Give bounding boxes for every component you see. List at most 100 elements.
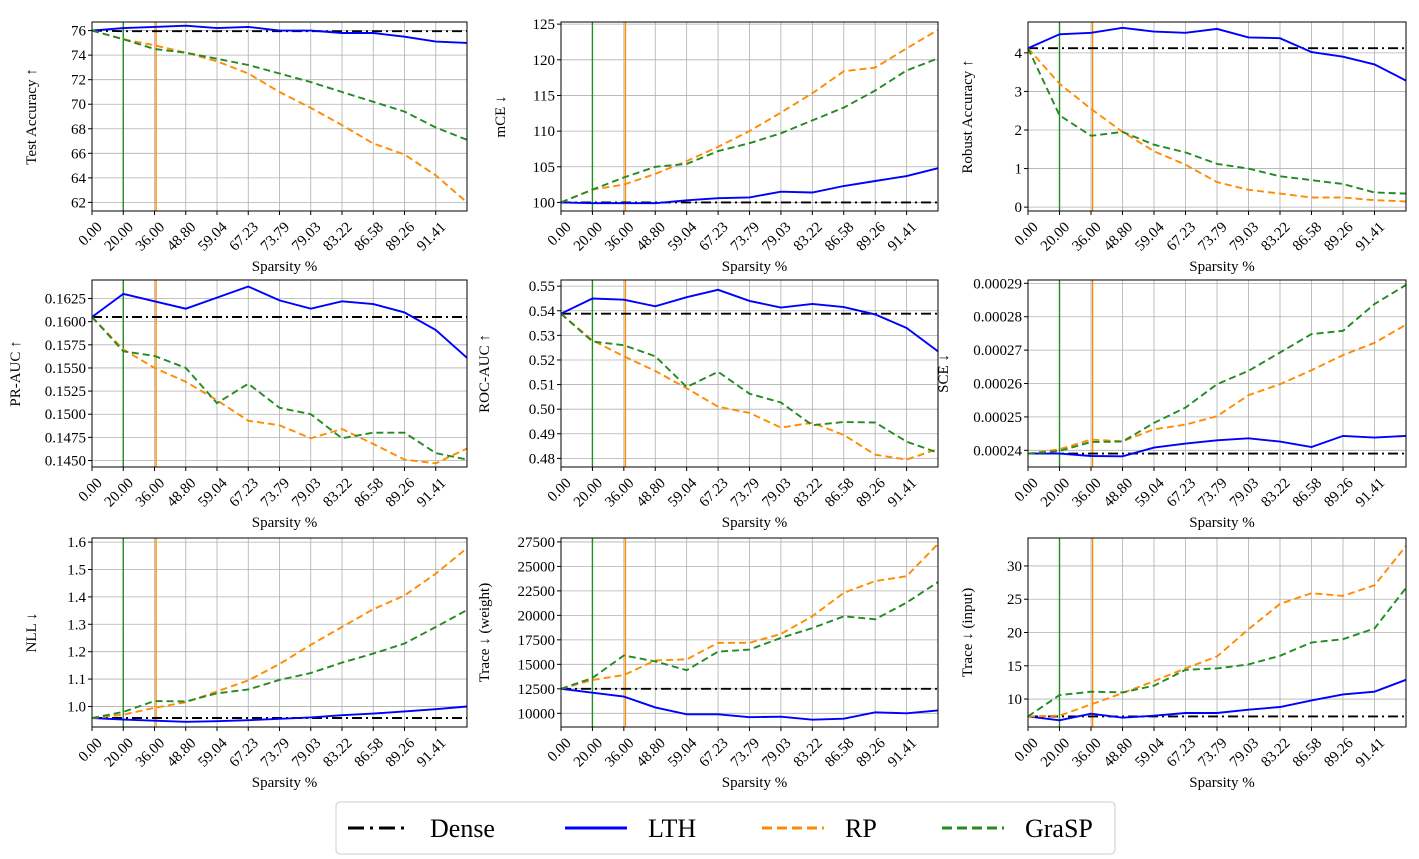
x-tick-label: 48.80	[164, 475, 199, 510]
series-grasp	[1027, 284, 1407, 455]
x-tick-label: 73.79	[258, 475, 293, 510]
y-tick-label: 0.00027	[973, 343, 1022, 359]
y-tick-label: 15000	[518, 657, 556, 673]
x-tick-label: 20.00	[102, 735, 137, 770]
y-tick-label: 0.55	[529, 279, 555, 295]
series-lth	[560, 288, 939, 353]
chart-panel-6: 1.0 1.1 1.2 1.3 1.4 1.5 1.6 0.0020.0036.0048.80…	[24, 535, 468, 791]
axes-frame	[560, 537, 939, 728]
y-tick-label: 10	[1007, 692, 1022, 708]
y-tick-label: 0.00026	[973, 377, 1022, 393]
x-tick-label: 89.26	[854, 475, 890, 511]
x-tick-label: 91.41	[1353, 475, 1388, 510]
x-tick-label: 91.41	[885, 219, 920, 254]
x-tick-label: 83.22	[320, 735, 355, 770]
y-tick-label: 125	[533, 17, 556, 33]
x-tick-label: 89.26	[1321, 475, 1357, 511]
x-tick-label: 83.22	[1258, 475, 1293, 510]
y-tick-label: 0.50	[529, 402, 555, 418]
chart-panel-0: 62 64 66 68 70 72 74 76 0.0020.0036.0048.8059.04…	[24, 21, 468, 275]
y-tick-label: 0.53	[529, 328, 555, 344]
x-tick-label: 79.03	[289, 475, 324, 510]
x-tick-label: 36.00	[133, 735, 168, 770]
y-axis-label: NLL ↓	[24, 613, 40, 653]
y-tick-label: 0.48	[529, 451, 555, 467]
x-tick-label: 89.26	[1321, 735, 1357, 771]
y-tick-label: 0.1475	[45, 430, 86, 446]
x-tick-label: 79.03	[1227, 735, 1262, 770]
x-tick-label: 86.58	[352, 219, 387, 254]
series-grasp	[91, 609, 468, 719]
y-axis-label: ROC-AUC ↑	[477, 334, 493, 413]
legend-label-lth: LTH	[648, 814, 696, 843]
y-tick-label: 20000	[518, 608, 556, 624]
y-tick-label: 76	[71, 24, 87, 40]
y-tick-label: 66	[71, 146, 87, 162]
y-tick-label: 72	[71, 73, 86, 89]
y-tick-label: 4	[1015, 46, 1023, 62]
chart-panel-1: 100 105 110 115 120 125 0.0020.0036.0048.8059.…	[493, 17, 939, 275]
series-grasp	[91, 316, 468, 461]
y-tick-label: 3	[1015, 84, 1023, 100]
x-tick-label: 20.00	[1038, 219, 1073, 254]
y-tick-label: 1.1	[67, 672, 86, 688]
x-tick-label: 48.80	[164, 219, 199, 254]
series-grasp	[560, 581, 939, 690]
legend-label-grasp: GraSP	[1025, 814, 1093, 843]
series-lth	[560, 687, 939, 721]
x-tick-label: 20.00	[1038, 735, 1073, 770]
y-tick-label: 0.1575	[45, 338, 86, 354]
legend-label-rp: RP	[845, 814, 877, 843]
y-axis-label: mCE ↓	[493, 95, 509, 137]
legend-label-dense: Dense	[430, 814, 495, 843]
y-tick-label: 0.52	[529, 353, 555, 369]
x-tick-label: 89.26	[383, 219, 419, 255]
y-tick-label: 0.1550	[45, 361, 86, 377]
series-rp	[1027, 47, 1407, 203]
x-tick-label: 48.80	[634, 219, 669, 254]
x-tick-label: 86.58	[822, 475, 857, 510]
y-tick-label: 25000	[518, 559, 556, 575]
axes-frame	[91, 537, 468, 728]
x-tick-label: 0.00	[545, 475, 575, 505]
x-axis-label: Sparsity %	[722, 515, 787, 531]
x-axis-label: Sparsity %	[1189, 259, 1254, 275]
x-tick-label: 67.23	[697, 219, 732, 254]
y-tick-label: 0.1625	[45, 292, 86, 308]
y-tick-label: 15	[1007, 659, 1022, 675]
series-rp	[91, 316, 468, 465]
x-tick-label: 79.03	[759, 735, 794, 770]
x-tick-label: 91.41	[414, 219, 449, 254]
axes-frame	[91, 279, 468, 468]
chart-panel-7: 10000 12500 15000 17500 20000 22500 25000 27500…	[477, 535, 939, 791]
y-tick-label: 1.5	[67, 563, 86, 579]
x-tick-label: 91.41	[414, 735, 449, 770]
x-tick-label: 36.00	[602, 219, 637, 254]
x-tick-label: 86.58	[1290, 475, 1325, 510]
chart-panel-3: 0.1450 0.1475 0.1500 0.1525 0.1550 0.1575 0.16…	[8, 279, 468, 531]
x-tick-label: 86.58	[822, 735, 857, 770]
x-tick-label: 0.00	[1012, 735, 1042, 765]
x-tick-label: 79.03	[1227, 219, 1262, 254]
y-tick-label: 10000	[518, 706, 556, 722]
x-tick-label: 67.23	[1164, 475, 1199, 510]
y-axis-label: Robust Accuracy ↑	[960, 59, 976, 173]
axes-frame	[91, 21, 468, 212]
x-tick-label: 73.79	[728, 475, 763, 510]
x-tick-label: 59.04	[1132, 219, 1168, 255]
series-grasp	[1027, 47, 1407, 195]
x-tick-label: 67.23	[1164, 735, 1199, 770]
x-axis-label: Sparsity %	[722, 775, 787, 791]
x-tick-label: 20.00	[102, 219, 137, 254]
series-lth	[1027, 26, 1407, 82]
x-tick-label: 59.04	[665, 219, 701, 255]
y-tick-label: 1.2	[67, 645, 86, 661]
y-tick-label: 68	[71, 122, 86, 138]
x-tick-label: 48.80	[1101, 735, 1136, 770]
x-tick-label: 73.79	[1195, 475, 1230, 510]
y-tick-label: 110	[533, 124, 555, 140]
y-tick-label: 1.4	[67, 590, 86, 606]
x-tick-label: 73.79	[258, 735, 293, 770]
x-tick-label: 48.80	[1101, 475, 1136, 510]
y-tick-label: 70	[71, 97, 86, 113]
